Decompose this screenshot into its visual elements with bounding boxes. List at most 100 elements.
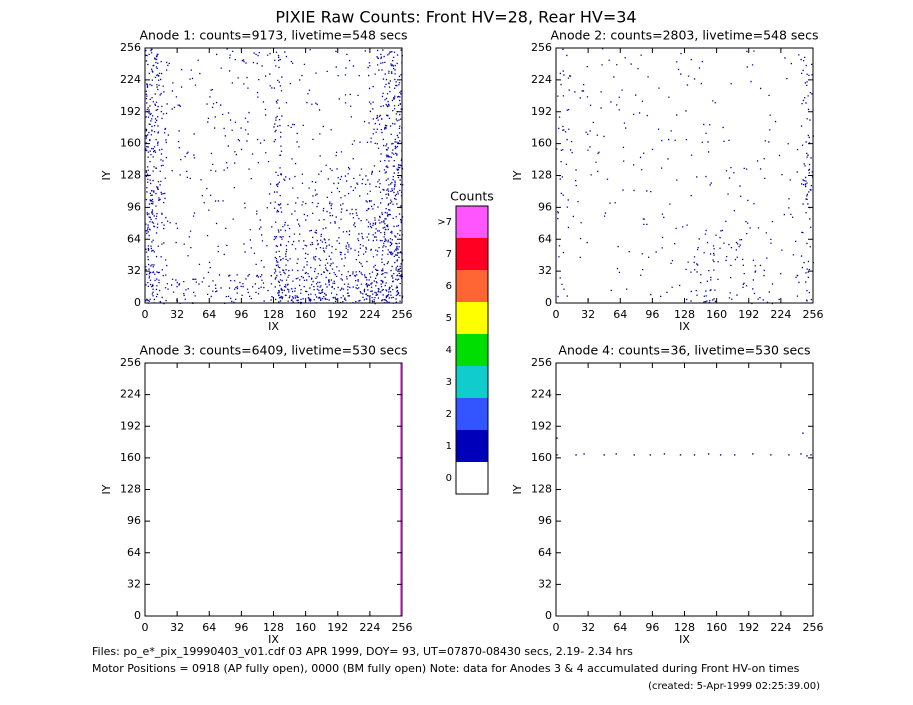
x-tick-label: 64 [613, 621, 627, 634]
x-tick-label: 224 [770, 621, 791, 634]
x-tick-label: 256 [803, 308, 824, 321]
data-point [719, 454, 722, 456]
plot-frame [144, 47, 403, 304]
data-point [802, 432, 804, 434]
x-tick-label: 0 [142, 621, 149, 634]
y-tick-label: 160 [531, 137, 552, 150]
plot-frame [555, 362, 814, 617]
x-tick-label: 64 [202, 308, 216, 321]
y-tick-label: 192 [120, 105, 141, 118]
x-tick-label: 96 [645, 621, 659, 634]
x-tick-label: 192 [327, 621, 348, 634]
x-tick-label: 96 [234, 308, 248, 321]
data-point [752, 453, 754, 455]
y-tick-label: 0 [134, 609, 141, 622]
y-axis-label: IY [511, 484, 524, 494]
colorbar-label: 4 [446, 345, 452, 356]
footer-created: (created: 5-Apr-1999 02:25:39.00) [648, 681, 820, 692]
x-tick-label: 256 [803, 621, 824, 634]
colorbar-label: 6 [446, 281, 452, 292]
y-tick-label: 32 [127, 264, 141, 277]
data-point [633, 454, 636, 456]
x-tick-label: 96 [234, 621, 248, 634]
data-point [556, 454, 558, 456]
y-tick-label: 256 [531, 356, 552, 369]
colorbar-title: Counts [450, 189, 494, 204]
x-tick-label: 160 [706, 308, 727, 321]
data-point [679, 454, 682, 456]
data-point [707, 453, 710, 455]
x-tick-label: 224 [359, 308, 380, 321]
x-tick-label: 128 [674, 308, 695, 321]
data-point [788, 454, 790, 456]
y-tick-label: 96 [538, 514, 552, 527]
y-tick-label: 160 [531, 451, 552, 464]
colorbar-label: 2 [446, 409, 452, 420]
x-axis-label: IX [268, 320, 279, 333]
data-point [649, 454, 652, 456]
colorbar-box [456, 398, 488, 430]
y-tick-label: 256 [531, 41, 552, 54]
y-tick-label: 32 [127, 577, 141, 590]
data-point [583, 453, 585, 455]
data-point [575, 454, 577, 456]
y-axis-label: IY [100, 170, 113, 180]
colorbar-label: 5 [446, 313, 452, 324]
x-tick-label: 160 [295, 621, 316, 634]
y-tick-label: 160 [120, 451, 141, 464]
x-tick-label: 160 [706, 621, 727, 634]
colorbar-box [456, 430, 488, 462]
y-tick-label: 256 [120, 356, 141, 369]
y-tick-label: 224 [120, 73, 141, 86]
colorbar-label: 0 [446, 473, 452, 484]
x-tick-label: 192 [738, 621, 759, 634]
data-point [806, 455, 808, 457]
panel-title: Anode 3: counts=6409, livetime=530 secs [139, 343, 407, 358]
y-tick-label: 224 [120, 388, 141, 401]
colorbar-box [456, 302, 488, 334]
y-tick-label: 128 [120, 169, 141, 182]
x-tick-label: 0 [142, 308, 149, 321]
x-tick-label: 192 [327, 308, 348, 321]
page-title: PIXIE Raw Counts: Front HV=28, Rear HV=3… [275, 8, 636, 27]
y-axis-label: IY [100, 484, 113, 494]
colorbar-label: 7 [446, 249, 452, 260]
y-tick-label: 96 [127, 514, 141, 527]
colorbar-label: 3 [446, 377, 452, 388]
x-tick-label: 32 [581, 308, 595, 321]
colorbar-box [456, 206, 488, 238]
pixel-texture [556, 48, 815, 305]
y-tick-label: 96 [538, 200, 552, 213]
data-point [693, 454, 696, 456]
x-tick-label: 32 [170, 621, 184, 634]
y-tick-label: 32 [538, 577, 552, 590]
colorbar-box [456, 334, 488, 366]
y-tick-label: 224 [531, 73, 552, 86]
y-tick-label: 256 [120, 41, 141, 54]
data-point [615, 453, 617, 455]
data-point [770, 454, 772, 456]
footer-motor: Motor Positions = 0918 (AP fully open), … [92, 662, 800, 675]
y-tick-label: 192 [531, 105, 552, 118]
x-tick-label: 64 [202, 621, 216, 634]
data-point [810, 454, 812, 456]
x-tick-label: 256 [392, 308, 413, 321]
y-tick-label: 0 [545, 609, 552, 622]
y-tick-label: 192 [120, 419, 141, 432]
y-tick-label: 128 [531, 483, 552, 496]
x-tick-label: 160 [295, 308, 316, 321]
x-tick-label: 32 [170, 308, 184, 321]
footer-files: Files: po_e*_pix_19990403_v01.cdf 03 APR… [92, 645, 633, 658]
x-tick-label: 192 [738, 308, 759, 321]
x-tick-label: 224 [770, 308, 791, 321]
plot-frame [144, 362, 403, 617]
x-tick-label: 224 [359, 621, 380, 634]
x-axis-label: IX [679, 320, 690, 333]
pixel-texture [145, 48, 404, 305]
x-tick-label: 0 [553, 621, 560, 634]
colorbar-box [456, 462, 488, 494]
data-point [603, 454, 605, 456]
y-tick-label: 96 [127, 200, 141, 213]
x-axis-label: IX [679, 633, 690, 646]
